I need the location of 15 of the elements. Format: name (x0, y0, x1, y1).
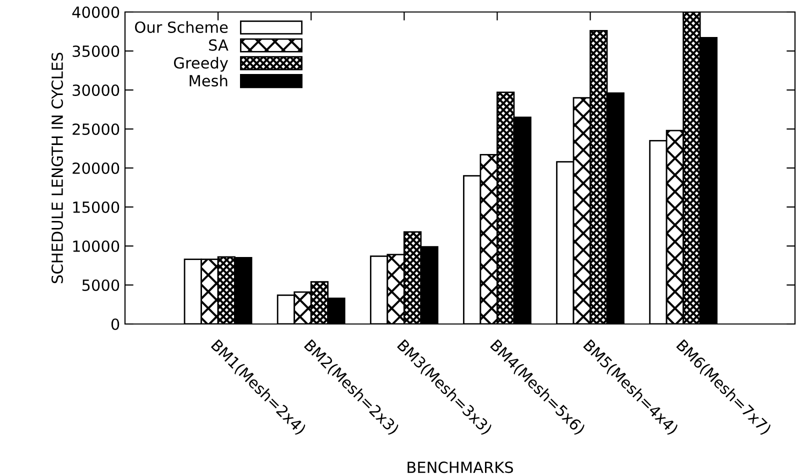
legend-label: Greedy (174, 56, 228, 72)
y-tick-label: 25000 (72, 123, 120, 136)
y-tick-label: 15000 (73, 201, 120, 214)
y-tick-label: 0 (111, 318, 120, 330)
y-axis-title: SCHEDULE LENGTH IN CYCLES (51, 52, 64, 284)
legend-label: SA (209, 39, 228, 51)
legend-label: Our Scheme (135, 21, 228, 33)
y-tick-label: 10000 (73, 240, 120, 252)
y-tick-label: 35000 (72, 45, 120, 58)
y-tick-label: 40000 (72, 6, 120, 18)
y-tick-label: 5000 (82, 279, 120, 292)
x-axis-title: BENCHMARKS (408, 462, 513, 474)
y-tick-label: 30000 (72, 84, 120, 96)
legend-label: Mesh (190, 74, 228, 87)
y-tick-label: 20000 (72, 162, 120, 174)
